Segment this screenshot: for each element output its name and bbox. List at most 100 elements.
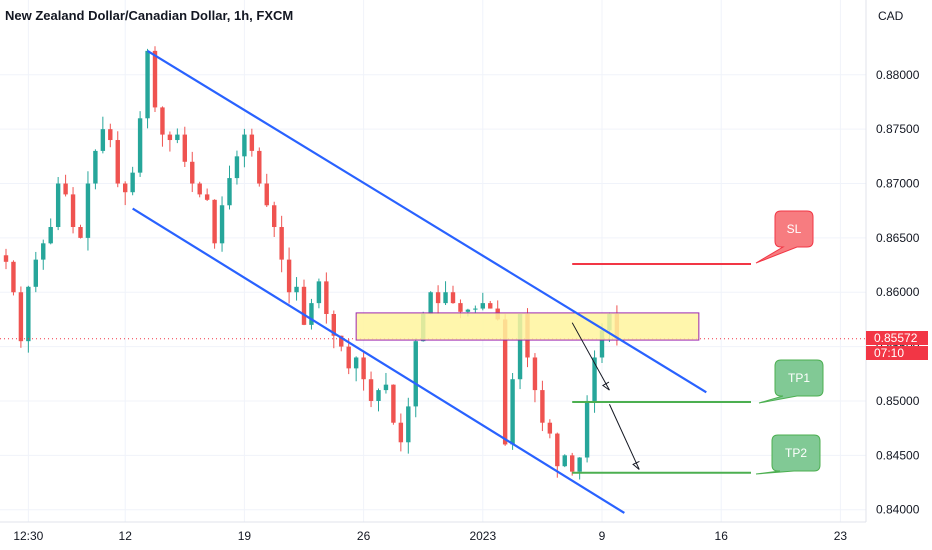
candle-body	[242, 134, 247, 157]
projection-arrow-line[interactable]	[608, 404, 640, 470]
candle-body	[406, 406, 411, 443]
candle-body	[279, 227, 284, 260]
candle-body	[152, 50, 158, 108]
arrow-head-icon	[601, 381, 610, 391]
candle-body	[11, 261, 16, 293]
candle-body	[353, 357, 359, 369]
candle-body	[577, 457, 582, 472]
candle-body	[413, 341, 418, 407]
candle-body	[480, 303, 485, 309]
price-tick-label: 0.87500	[876, 122, 920, 136]
upper-channel-line[interactable]	[146, 49, 707, 394]
candle-body	[182, 134, 187, 162]
projection-arrow-line[interactable]	[571, 322, 610, 391]
candle-body	[272, 205, 277, 228]
drawings-layer[interactable]: SL TP1 TP2	[0, 49, 866, 514]
candle-body	[361, 357, 366, 380]
candle-body	[428, 292, 433, 314]
candle-body	[450, 292, 456, 304]
candle-body	[488, 303, 493, 309]
price-tick-label: 0.84000	[876, 503, 920, 517]
candle-body	[532, 357, 538, 391]
candle-body	[510, 379, 515, 445]
candle-body	[547, 422, 553, 434]
candle-body	[458, 303, 463, 312]
take-profit-2-callout[interactable]: TP2	[755, 434, 821, 475]
candle-body	[219, 205, 225, 244]
price-tick-label: 0.84500	[876, 448, 920, 462]
arrow-head-icon	[632, 461, 640, 470]
stop-loss-callout-shape	[755, 210, 814, 264]
candle-body	[204, 194, 210, 200]
candle-body	[584, 400, 590, 458]
last-price-label: 0.85572	[866, 331, 928, 345]
take-profit-2-callout-label: TP2	[785, 446, 807, 460]
chart-title: New Zealand Dollar/Canadian Dollar, 1h, …	[5, 8, 294, 23]
candle-body	[339, 335, 344, 347]
candle-body	[562, 455, 567, 467]
candle-body	[391, 384, 396, 423]
price-tick-label: 0.85000	[876, 394, 920, 408]
candle-body	[130, 172, 135, 193]
candle-body	[398, 422, 404, 443]
price-tick-label: 0.87000	[876, 177, 920, 191]
take-profit-2-callout-shape	[755, 434, 821, 475]
candle-body	[55, 183, 61, 228]
candle-body	[264, 183, 269, 206]
candle-body	[123, 183, 128, 193]
candle-body	[190, 161, 195, 184]
candle-body	[368, 379, 374, 401]
candle-body	[167, 134, 173, 141]
candle-body	[93, 150, 98, 184]
candle-body	[517, 313, 523, 380]
candle-body	[227, 178, 232, 206]
candle-body	[294, 286, 299, 293]
candle-body	[160, 107, 165, 135]
candle-body	[331, 313, 336, 336]
time-tick-label: 16	[715, 529, 729, 543]
candle-body	[383, 384, 389, 391]
candle-body	[234, 156, 240, 179]
time-tick-label: 2023	[469, 529, 496, 543]
candle-body	[346, 346, 351, 369]
candle-body	[316, 281, 322, 304]
candle-body	[197, 183, 202, 195]
time-tick-label: 19	[238, 529, 252, 543]
candle-body	[570, 455, 575, 472]
candle-countdown-label: 07:10	[866, 346, 928, 360]
candle-body	[137, 118, 143, 173]
candle-body	[540, 390, 545, 423]
grid-lines	[0, 0, 866, 522]
candle-body	[324, 281, 329, 314]
candle-body	[78, 227, 83, 238]
candle-body	[3, 255, 9, 262]
price-tick-label: 0.86500	[876, 231, 920, 245]
currency-label: CAD	[878, 9, 904, 23]
time-tick-label: 12	[119, 529, 133, 543]
stop-loss-callout[interactable]: SL	[755, 210, 814, 264]
candle-body	[443, 292, 448, 304]
candle-body	[473, 308, 478, 310]
candle-body	[502, 319, 508, 445]
resistance-zone-rectangle[interactable]	[355, 312, 700, 341]
candle-body	[309, 303, 314, 325]
time-tick-label: 9	[599, 529, 606, 543]
candle-body	[108, 129, 113, 141]
candle-body	[286, 259, 292, 293]
stop-loss-callout-label: SL	[787, 222, 802, 236]
candle-body	[249, 134, 255, 151]
candle-body	[257, 150, 262, 184]
lower-channel-line[interactable]	[132, 207, 625, 514]
candle-body	[85, 183, 91, 238]
candle-body	[115, 140, 120, 184]
candle-body	[145, 50, 150, 119]
price-tick-label: 0.88000	[876, 68, 920, 82]
candle-body	[63, 183, 68, 195]
take-profit-1-callout[interactable]: TP1	[758, 359, 824, 404]
candle-body	[376, 390, 381, 401]
candle-body	[212, 199, 217, 244]
candles-layer	[3, 46, 620, 480]
candle-body	[70, 194, 76, 228]
price-tick-label: 0.86000	[876, 285, 920, 299]
